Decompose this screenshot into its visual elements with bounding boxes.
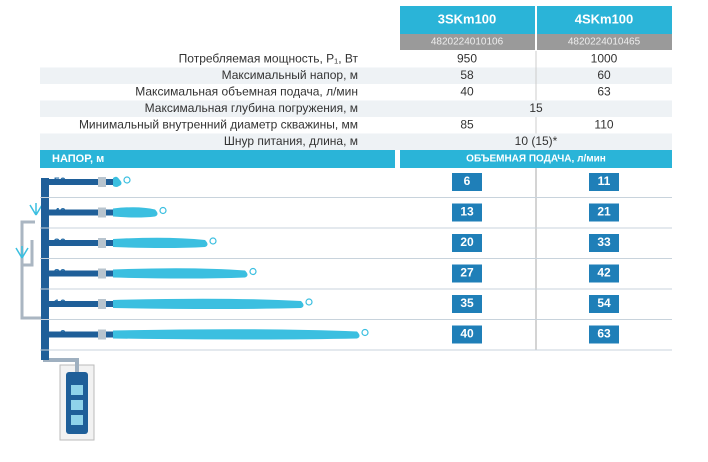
flow-badge — [589, 203, 619, 222]
spec-label: Потребляемая мощность, P₁, Вт — [179, 52, 359, 66]
spec-value: 110 — [594, 118, 613, 132]
flow-value: 6 — [464, 174, 471, 188]
row-bg — [40, 100, 672, 117]
spec-value: 85 — [460, 118, 474, 132]
branch-pipe — [45, 270, 113, 277]
splash — [305, 298, 313, 306]
pump-detail — [71, 415, 83, 425]
branch-pipe — [45, 209, 113, 216]
spec-label: Минимальный внутренний диаметр скважины,… — [79, 118, 358, 132]
spec-value: 15 — [529, 101, 543, 115]
valve — [98, 177, 106, 187]
spec-value: 10 (15)* — [515, 134, 558, 148]
flow-badge — [452, 234, 482, 252]
flow-value: 63 — [597, 327, 611, 341]
head-label: НАПОР, м — [52, 153, 104, 165]
perf-header-bg — [40, 150, 395, 168]
splash — [361, 328, 369, 337]
spec-label: Максимальная объемная подача, л/мин — [135, 85, 358, 99]
flow-badge — [589, 264, 619, 283]
spray — [15, 203, 43, 259]
flow-value: 20 — [460, 235, 474, 249]
spec-label: Максимальная глубина погружения, м — [145, 101, 358, 115]
branch-pipe — [45, 179, 113, 185]
water-jet — [113, 176, 122, 187]
flow-value: 27 — [460, 266, 474, 280]
flow-badge — [589, 295, 619, 313]
flow-value: 33 — [597, 235, 611, 249]
flow-value: 54 — [597, 296, 611, 310]
product-code: 4820224010106 — [431, 37, 504, 48]
flow-badge — [452, 264, 482, 283]
spec-label: Максимальный напор, м — [222, 68, 358, 82]
flow-value: 21 — [597, 205, 611, 219]
spec-label: Шнур питания, длина, м — [224, 134, 358, 148]
flow-badge — [589, 173, 619, 191]
water-jet — [113, 298, 304, 309]
flow-value: 13 — [460, 205, 474, 219]
product-code: 4820224010465 — [568, 37, 641, 48]
spec-value: 60 — [597, 68, 611, 82]
splash — [249, 267, 257, 276]
flow-badge — [589, 234, 619, 252]
splash — [209, 237, 217, 245]
spec-value: 950 — [457, 52, 477, 66]
model-name: 3SKm100 — [438, 11, 497, 26]
perf-header-bg — [400, 150, 672, 168]
flow-label: ОБЪЕМНАЯ ПОДАЧА, л/мин — [466, 154, 606, 165]
flow-badge — [589, 325, 619, 344]
water-jet — [113, 207, 158, 218]
flow-badge — [452, 173, 482, 191]
valve — [98, 299, 106, 309]
flow-value: 40 — [460, 327, 474, 341]
water-jet — [113, 237, 208, 248]
flow-badge — [452, 325, 482, 344]
valve — [98, 238, 106, 248]
branch-pipe — [45, 331, 113, 338]
splash — [159, 206, 167, 215]
spec-value: 58 — [460, 68, 474, 82]
flow-badge — [452, 203, 482, 222]
valve — [98, 268, 106, 279]
flow-badge — [452, 295, 482, 313]
branch-pipe — [45, 301, 113, 307]
row-bg — [40, 133, 672, 150]
pump-illustration — [15, 178, 95, 441]
flow-value: 42 — [597, 266, 611, 280]
valve — [98, 329, 106, 340]
pump-detail — [71, 385, 83, 395]
water-jet — [113, 329, 360, 340]
pump-detail — [71, 400, 83, 410]
spec-value: 1000 — [591, 52, 618, 66]
valve — [98, 207, 106, 218]
riser-pipe — [41, 178, 49, 360]
splash — [123, 176, 131, 184]
flow-value: 35 — [460, 296, 474, 310]
branch-pipe — [45, 240, 113, 246]
flow-value: 11 — [598, 174, 611, 188]
spec-value: 40 — [460, 85, 474, 99]
row-bg — [40, 67, 672, 84]
water-jet — [113, 268, 248, 279]
spec-value: 63 — [597, 85, 611, 99]
model-name: 4SKm100 — [575, 11, 634, 26]
